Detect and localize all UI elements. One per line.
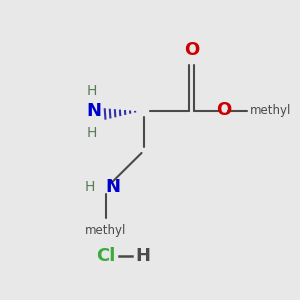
Text: N: N: [87, 102, 102, 120]
Text: methyl: methyl: [85, 224, 127, 237]
Text: H: H: [86, 84, 97, 98]
Text: N: N: [106, 178, 121, 196]
Text: H: H: [136, 247, 151, 265]
Text: methyl: methyl: [250, 104, 292, 117]
Text: O: O: [216, 101, 232, 119]
Text: Cl: Cl: [96, 247, 116, 265]
Text: H: H: [86, 126, 97, 140]
Text: H: H: [85, 180, 95, 194]
Text: O: O: [184, 41, 199, 59]
